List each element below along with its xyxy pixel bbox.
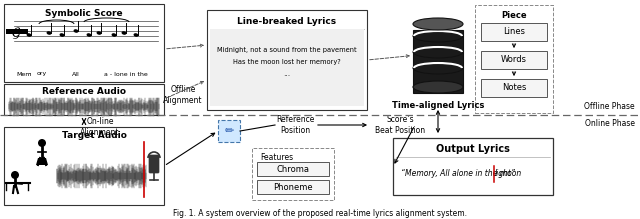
Text: Chroma: Chroma [276, 164, 310, 173]
Text: Line-breaked Lyrics: Line-breaked Lyrics [237, 16, 337, 25]
Text: Offline
Alignment: Offline Alignment [163, 85, 203, 105]
Text: Mem: Mem [16, 71, 31, 76]
Bar [393, 138, 553, 195]
Text: All: All [72, 71, 80, 76]
Bar [218, 120, 240, 142]
Ellipse shape [74, 29, 79, 33]
Circle shape [38, 139, 46, 147]
Text: Score’s
Beat Position: Score’s Beat Position [375, 115, 425, 135]
Bar [481, 79, 547, 97]
Ellipse shape [47, 31, 51, 35]
Ellipse shape [413, 18, 463, 30]
Text: -: - [29, 71, 31, 76]
Bar [210, 29, 364, 106]
Bar [4, 127, 164, 205]
Text: “Memory, All alone in the moon: “Memory, All alone in the moon [401, 170, 521, 178]
Text: Lines: Lines [503, 28, 525, 37]
Polygon shape [36, 158, 48, 165]
Ellipse shape [413, 30, 463, 42]
Text: Target Audio: Target Audio [61, 131, 127, 141]
Ellipse shape [86, 33, 92, 37]
Ellipse shape [413, 81, 463, 93]
Text: $\mathit{\mathcal{G}}$: $\mathit{\mathcal{G}}$ [11, 25, 21, 41]
Text: Words: Words [501, 55, 527, 65]
Text: Offline Phase: Offline Phase [584, 102, 635, 111]
Bar [475, 5, 553, 113]
Text: Time-aligned Lyrics: Time-aligned Lyrics [392, 101, 484, 110]
Bar [4, 4, 164, 82]
FancyBboxPatch shape [149, 155, 159, 173]
Text: On-line
Alignment: On-line Alignment [80, 117, 120, 137]
Ellipse shape [413, 62, 463, 74]
Text: Notes: Notes [502, 83, 526, 92]
Text: Reference Audio: Reference Audio [42, 87, 126, 95]
Text: a - lone in the: a - lone in the [104, 71, 148, 76]
Ellipse shape [26, 33, 31, 37]
Text: Has the moon lost her memory?: Has the moon lost her memory? [233, 59, 341, 65]
Text: ...: ... [284, 69, 291, 78]
Text: Symbolic Score: Symbolic Score [45, 9, 123, 18]
Bar [257, 180, 329, 194]
Bar [481, 23, 547, 41]
Ellipse shape [111, 33, 116, 37]
Text: Reference
Position: Reference Position [276, 115, 314, 135]
Bar [413, 30, 463, 93]
Circle shape [11, 171, 19, 179]
Bar [257, 162, 329, 176]
Bar [252, 148, 334, 200]
Text: Phoneme: Phoneme [273, 182, 313, 191]
Text: Online Phase: Online Phase [585, 119, 635, 128]
Ellipse shape [97, 31, 102, 35]
Ellipse shape [122, 31, 127, 35]
Bar [481, 51, 547, 69]
Bar [207, 10, 367, 110]
Polygon shape [6, 29, 28, 34]
Bar [4, 84, 164, 115]
Text: light”: light” [495, 170, 516, 178]
Ellipse shape [134, 33, 138, 37]
Ellipse shape [60, 33, 65, 37]
Text: Fig. 1. A system overview of the proposed real-time lyrics alignment system.: Fig. 1. A system overview of the propose… [173, 208, 467, 217]
Text: ✏: ✏ [224, 126, 234, 136]
Text: Output Lyrics: Output Lyrics [436, 144, 510, 154]
Ellipse shape [413, 46, 463, 58]
Text: ory: ory [37, 71, 47, 76]
Text: Midnight, not a sound from the pavement: Midnight, not a sound from the pavement [217, 47, 357, 53]
Text: Features: Features [260, 152, 293, 161]
Text: Piece: Piece [501, 11, 527, 19]
